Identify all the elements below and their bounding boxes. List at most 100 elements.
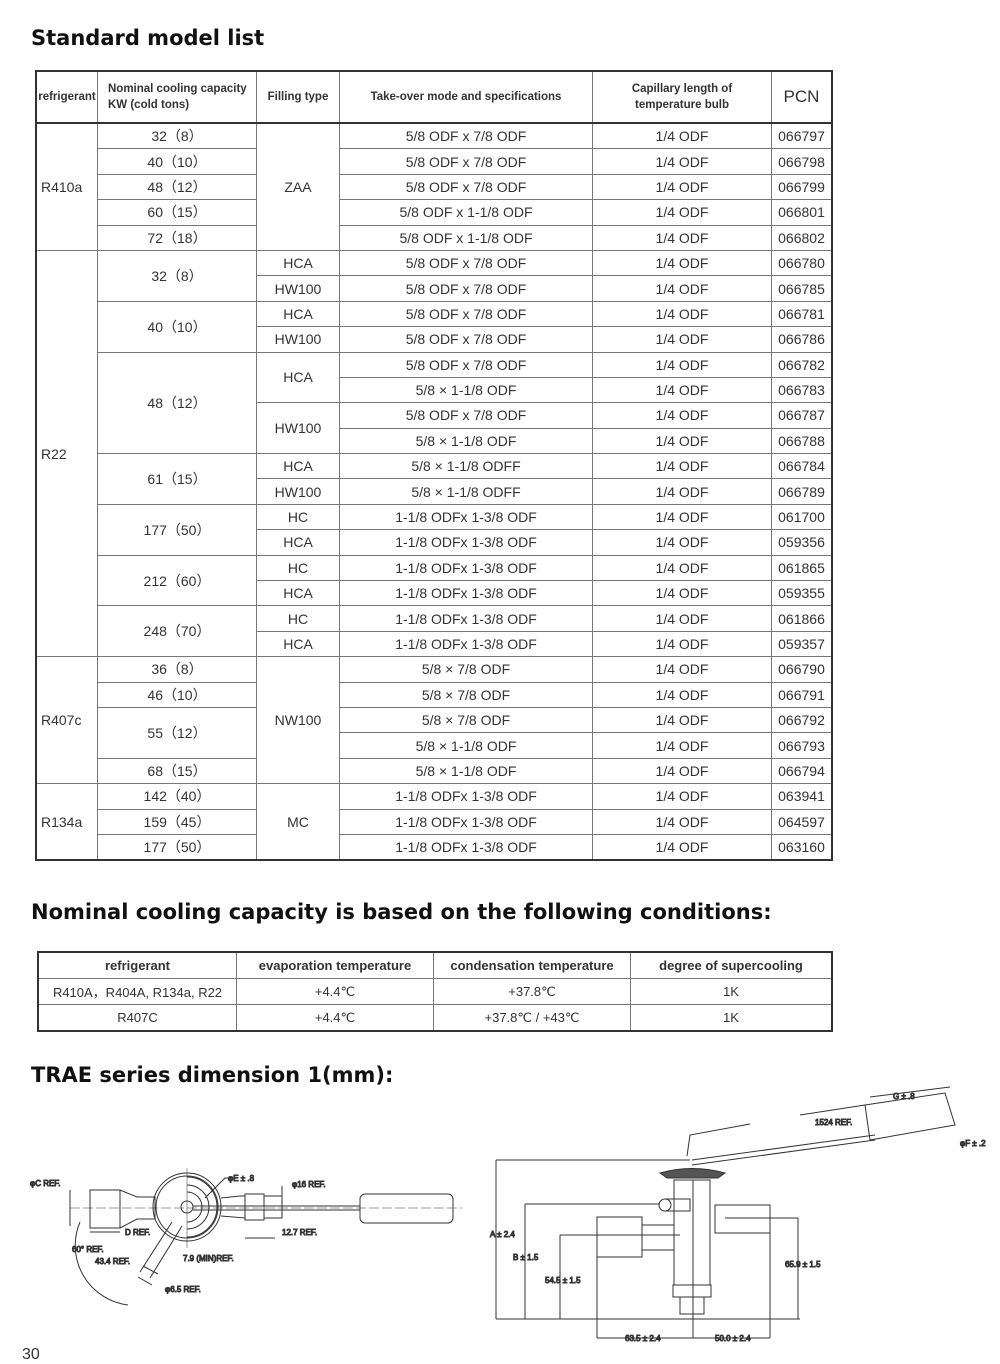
header-spec: Take-over mode and specifications <box>339 70 593 124</box>
label-phi-e: φE ± .8 <box>228 1174 255 1183</box>
cell-capillary: 1/4 ODF <box>592 300 772 328</box>
cell-capacity: 212（60） <box>97 554 257 607</box>
table-row: 48（12） 5/8 ODF x 7/8 ODF 1/4 ODF 066799 <box>36 173 833 201</box>
table-row: 55（12） 5/8 × 7/8 ODF 1/4 ODF 066792 <box>36 706 833 759</box>
cell-spec: 5/8 ODF x 7/8 ODF <box>339 249 593 277</box>
cell-filling: HC <box>256 554 340 582</box>
cell-refrigerant: R407C <box>37 1004 237 1032</box>
cell-spec: 5/8 × 7/8 ODF <box>339 656 593 683</box>
cell-pcn: 066783 <box>771 376 833 404</box>
table-row: 177（50） HC 1-1/8 ODFx 1-3/8 ODF 1/4 ODF 0617… <box>36 503 833 556</box>
cell-spec: 5/8 ODF x 7/8 ODF <box>339 351 593 378</box>
table-row: 5/8 × 1-1/8 ODF 1/4 ODF 066788 <box>36 427 833 455</box>
cell-filling: HCA <box>256 580 340 607</box>
cell-capillary: 1/4 ODF <box>592 656 772 683</box>
cell-filling: HW100 <box>256 402 340 455</box>
cell-pcn: 066799 <box>771 173 833 201</box>
cell-pcn: 066789 <box>771 478 833 505</box>
label-b: B ± 1.5 <box>513 1253 539 1262</box>
cell-spec: 5/8 ODF x 7/8 ODF <box>339 300 593 328</box>
cell-capillary: 1/4 ODF <box>592 199 772 226</box>
table-row: R410A，R404A, R134a, R22 +4.4℃ +37.8℃ 1K <box>37 978 833 1005</box>
cell-capacity: 68（15） <box>97 757 257 785</box>
label-12-7: 12.7 REF. <box>282 1228 317 1237</box>
cell-filling: HC <box>256 605 340 632</box>
cell-capillary: 1/4 ODF <box>592 529 772 556</box>
label-50-0: 50.0 ± 2.4 <box>715 1334 751 1343</box>
cell-filling: NW100 <box>256 656 340 785</box>
table-row: HW100 5/8 × 1-1/8 ODFF 1/4 ODF 066789 <box>36 478 833 505</box>
cell-capacity: 32（8） <box>97 122 257 150</box>
cell-capillary: 1/4 ODF <box>592 732 772 759</box>
cell-refrigerant: R410a <box>35 122 98 251</box>
cell-spec: 5/8 × 1-1/8 ODF <box>339 376 593 404</box>
cell-spec: 5/8 ODF x 7/8 ODF <box>339 173 593 201</box>
cell-filling: HC <box>256 503 340 531</box>
cell-filling: HW100 <box>256 326 340 353</box>
cell-supercooling: 1K <box>630 1004 833 1032</box>
cell-filling: HW100 <box>256 275 340 302</box>
cell-pcn: 066790 <box>771 656 833 683</box>
cell-capacity: 60（15） <box>97 199 257 226</box>
cell-capillary: 1/4 ODF <box>592 275 772 302</box>
cell-filling: MC <box>256 783 340 861</box>
table-row: 48（12） HCA 5/8 ODF x 7/8 ODF 1/4 ODF 066782 <box>36 351 833 455</box>
cell-filling: HW100 <box>256 478 340 505</box>
cell-spec: 1-1/8 ODFx 1-3/8 ODF <box>339 808 593 835</box>
cell-spec: 5/8 ODF x 7/8 ODF <box>339 275 593 302</box>
cell-pcn: 059355 <box>771 580 833 607</box>
label-phi-6-5: φ6.5 REF. <box>165 1285 201 1294</box>
cell-capillary: 1/4 ODF <box>592 681 772 708</box>
cell-capillary: 1/4 ODF <box>592 757 772 785</box>
cell-capacity: 248（70） <box>97 605 257 658</box>
cell-spec: 5/8 ODF x 1-1/8 ODF <box>339 199 593 226</box>
cell-pcn: 066787 <box>771 402 833 429</box>
table-row: 159（45） 1-1/8 ODFx 1-3/8 ODF 1/4 ODF 064597 <box>36 808 833 835</box>
cell-filling: ZAA <box>256 122 340 251</box>
cell-pcn: 063941 <box>771 783 833 810</box>
label-65-9: 65.9 ± 1.5 <box>785 1260 821 1269</box>
conditions-header: refrigerant evaporation temperature cond… <box>37 951 833 979</box>
label-g: G ± .8 <box>893 1092 915 1101</box>
cell-spec: 5/8 × 7/8 ODF <box>339 681 593 708</box>
cell-capacity: 61（15） <box>97 453 257 505</box>
cell-spec: 1-1/8 ODFx 1-3/8 ODF <box>339 529 593 556</box>
table-row: 60（15） 5/8 ODF x 1-1/8 ODF 1/4 ODF 066801 <box>36 199 833 226</box>
cell-spec: 5/8 ODF x 7/8 ODF <box>339 402 593 429</box>
cell-pcn: 066802 <box>771 224 833 251</box>
cell-spec: 1-1/8 ODFx 1-3/8 ODF <box>339 833 593 861</box>
cell-refrigerant: R410A，R404A, R134a, R22 <box>37 978 237 1005</box>
table-row: R407C +4.4℃ +37.8℃ / +43℃ 1K <box>37 1004 833 1032</box>
cell-refrigerant: R134a <box>35 783 98 861</box>
cell-spec: 5/8 × 1-1/8 ODF <box>339 757 593 785</box>
model-table: refrigerant Nominal cooling capacity KW … <box>35 70 833 862</box>
cell-pcn: 064597 <box>771 808 833 835</box>
valve-side-view-diagram: 1524 REF. G ± .8 φF ± .2 A ± 2.4 B ± 1.5… <box>490 1086 987 1344</box>
cell-spec: 5/8 ODF x 7/8 ODF <box>339 122 593 150</box>
cell-pcn: 066780 <box>771 249 833 277</box>
table-row: 177（50） 1-1/8 ODFx 1-3/8 ODF 1/4 ODF 063160 <box>36 833 833 861</box>
cell-capacity: 72（18） <box>97 224 257 251</box>
cell-filling: HCA <box>256 529 340 556</box>
valve-top-view-diagram: φC REF. φE ± .8 φ16 REF. D REF. 12.7 REF… <box>30 1168 462 1306</box>
heading-model-list: Standard model list <box>31 26 265 50</box>
cell-filling: HCA <box>256 351 340 404</box>
cell-capillary: 1/4 ODF <box>592 122 772 150</box>
cell-spec: 1-1/8 ODFx 1-3/8 ODF <box>339 605 593 632</box>
table-row: 212（60） HC 1-1/8 ODFx 1-3/8 ODF 1/4 ODF 0618… <box>36 554 833 607</box>
cell-pcn: 066801 <box>771 199 833 226</box>
cell-capacity: 48（12） <box>97 351 257 455</box>
cell-capacity: 177（50） <box>97 833 257 861</box>
table-row: 68（15） 5/8 × 1-1/8 ODF 1/4 ODF 066794 <box>36 757 833 785</box>
table-row: HW100 5/8 ODF x 7/8 ODF 1/4 ODF 066787 <box>36 402 833 455</box>
cell-capillary: 1/4 ODF <box>592 605 772 632</box>
cell-capillary: 1/4 ODF <box>592 249 772 277</box>
cell-pcn: 066793 <box>771 732 833 759</box>
header-supercooling: degree of supercooling <box>630 951 833 979</box>
cell-pcn: 066781 <box>771 300 833 328</box>
cell-spec: 5/8 × 1-1/8 ODFF <box>339 478 593 505</box>
cell-capillary: 1/4 ODF <box>592 630 772 658</box>
table-row: HW100 5/8 ODF x 7/8 ODF 1/4 ODF 066786 <box>36 326 833 353</box>
cell-spec: 5/8 ODF x 7/8 ODF <box>339 326 593 353</box>
cell-pcn: 066782 <box>771 351 833 378</box>
